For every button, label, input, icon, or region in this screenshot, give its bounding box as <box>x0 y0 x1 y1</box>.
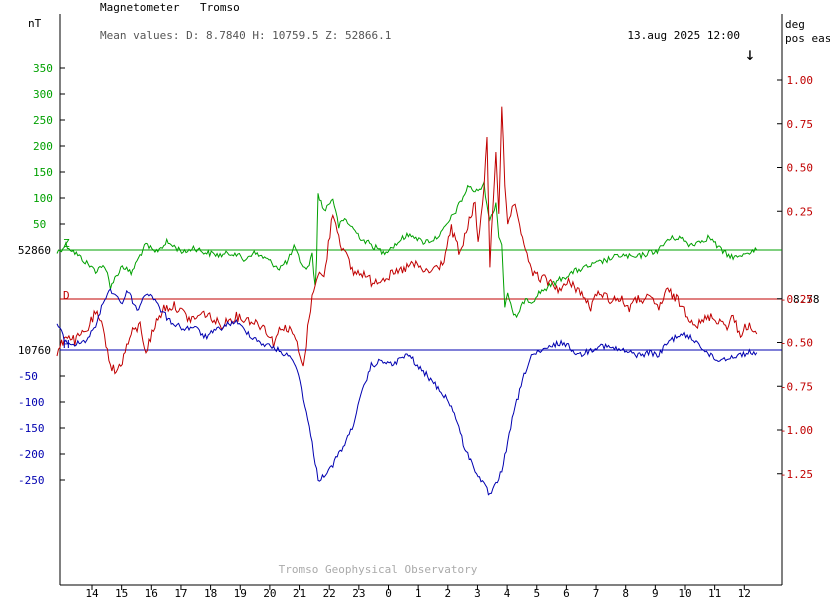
x-tick-label: 23 <box>352 587 365 600</box>
mean-values: Mean values: D: 8.7840 H: 10759.5 Z: 528… <box>100 29 391 42</box>
x-tick-label: 0 <box>385 587 392 600</box>
x-tick-label: 15 <box>115 587 128 600</box>
x-tick-label: 4 <box>504 587 511 600</box>
d-baseline-letter: D <box>63 289 70 302</box>
x-tick-label: 6 <box>563 587 570 600</box>
right-tick-label: -0.50 <box>780 337 813 350</box>
left-tick-label-h: -250 <box>18 474 45 487</box>
left-tick-label-z: 200 <box>33 140 53 153</box>
right-tick-label: -0.75 <box>780 380 813 393</box>
x-tick-label: 9 <box>652 587 659 600</box>
right-tick-label: -0.25 <box>780 293 813 306</box>
right-tick-label: 0.25 <box>787 205 814 218</box>
right-tick-label: 0.75 <box>787 118 814 131</box>
left-axis-unit: nT <box>28 17 42 30</box>
timestamp: 13.aug 2025 12:00 <box>627 29 740 42</box>
x-tick-label: 5 <box>533 587 540 600</box>
left-tick-label-z: 100 <box>33 192 53 205</box>
left-tick-label-h: -50 <box>18 370 38 383</box>
left-tick-label-z: 300 <box>33 88 53 101</box>
x-tick-label: 14 <box>85 587 99 600</box>
left-tick-label-h: -200 <box>18 448 45 461</box>
right-axis-unit-pos-east: pos east <box>785 32 830 45</box>
left-tick-label-z: 50 <box>33 218 46 231</box>
x-tick-label: 8 <box>622 587 629 600</box>
right-tick-label: -1.25 <box>780 468 813 481</box>
h-baseline-value: 10760 <box>18 344 51 357</box>
series-line-d <box>56 106 758 375</box>
station-label: Tromso <box>200 1 240 14</box>
x-tick-label: 18 <box>204 587 217 600</box>
observatory-credit: Tromso Geophysical Observatory <box>279 563 478 576</box>
x-tick-label: 11 <box>708 587 721 600</box>
left-tick-label-h: -150 <box>18 422 45 435</box>
x-tick-label: 20 <box>263 587 276 600</box>
left-tick-label-z: 250 <box>33 114 53 127</box>
x-tick-label: 7 <box>593 587 600 600</box>
d-baseline-value: 8.78 <box>793 293 820 306</box>
x-tick-label: 10 <box>678 587 691 600</box>
x-tick-label: 12 <box>738 587 751 600</box>
right-axis-unit-deg: deg <box>785 18 805 31</box>
x-tick-label: 1 <box>415 587 422 600</box>
right-tick-label: -1.00 <box>780 424 813 437</box>
z-baseline-value: 52860 <box>18 244 51 257</box>
x-tick-label: 17 <box>174 587 187 600</box>
right-tick-label: 0.50 <box>787 162 814 175</box>
x-tick-label: 21 <box>293 587 306 600</box>
left-tick-label-z: 350 <box>33 62 53 75</box>
series-line-h <box>56 288 758 496</box>
right-tick-label: 1.00 <box>787 74 814 87</box>
x-tick-label: 16 <box>145 587 158 600</box>
x-tick-label: 19 <box>234 587 247 600</box>
x-tick-label: 22 <box>323 587 336 600</box>
h-baseline-letter: H <box>63 338 70 351</box>
x-tick-label: 3 <box>474 587 481 600</box>
left-tick-label-z: 150 <box>33 166 53 179</box>
series-line-z <box>56 180 758 319</box>
x-tick-label: 2 <box>444 587 451 600</box>
left-tick-label-h: -100 <box>18 396 45 409</box>
instrument-label: Magnetometer <box>100 1 180 14</box>
down-arrow-icon: ↓ <box>745 44 756 65</box>
